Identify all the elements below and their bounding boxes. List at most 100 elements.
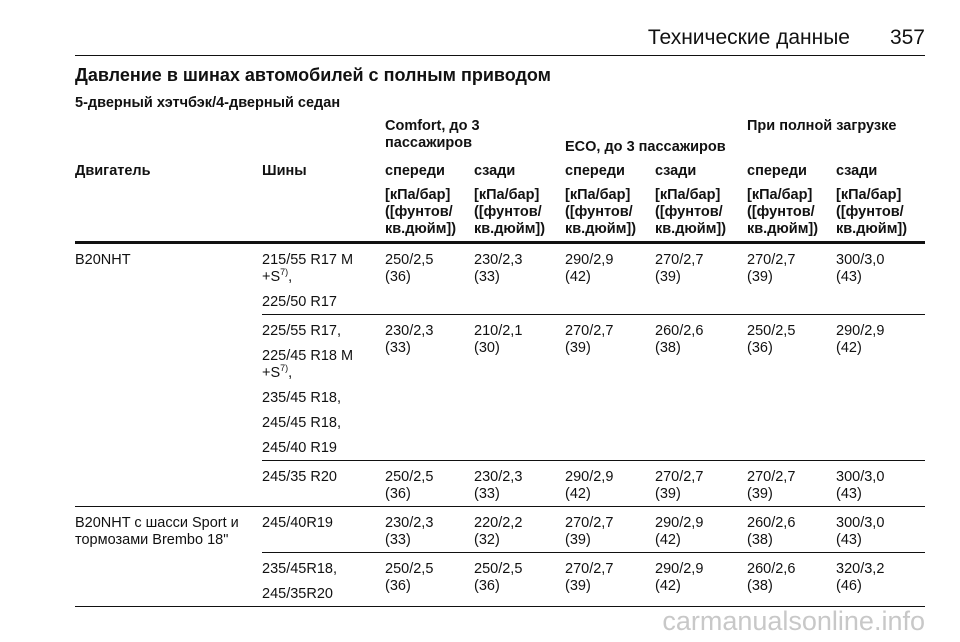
pressure-kpa-bar: 290/2,9 (565, 469, 614, 485)
pressure-cell: 250/2,5 (36) (747, 323, 836, 457)
pressure-kpa-bar: 230/2,3 (385, 323, 434, 339)
pressure-cell: 230/2,3 (33) (385, 515, 474, 549)
spacer (262, 187, 385, 238)
title: Давление в шинах автомобилей с полным пр… (75, 65, 551, 85)
pressure-cell: 290/2,9 (42) (565, 252, 655, 311)
subtitle: 5-дверный хэтчбэк/4-дверный седан (75, 95, 341, 111)
pressure-cell: 270/2,7 (39) (747, 252, 836, 311)
pressure-psi: (36) (385, 486, 411, 502)
pressure-psi: (46) (836, 578, 862, 594)
column-header: спереди (747, 163, 807, 179)
group-header: Comfort, до 3 пассажиров (385, 118, 480, 151)
table-row: B20NHT с шасси Sport и тормозами Brembo … (75, 507, 925, 553)
group-header: При полной загрузке (747, 118, 897, 134)
unit-cell: [кПа/бар] ([фунтов/кв.дюйм]) (565, 187, 655, 238)
pressure-kpa-bar: 270/2,7 (565, 323, 614, 339)
row-rule (262, 460, 925, 461)
pressure-kpa-bar: 250/2,5 (385, 469, 434, 485)
pressure-kpa-bar: 250/2,5 (747, 323, 796, 339)
unit-row: [кПа/бар] ([фунтов/кв.дюйм]) [кПа/бар] ([фу… (75, 187, 925, 244)
pressure-cell: 290/2,9 (42) (836, 323, 925, 457)
unit-line: кв.дюйм]) (655, 221, 727, 237)
pressure-cell: 270/2,7 (39) (565, 515, 655, 549)
pressure-kpa-bar: 300/3,0 (836, 515, 885, 531)
table-row: B20NHT 215/55 R17 M +S7), 225/50 R17 250/2,… (75, 244, 925, 315)
header-rule (75, 55, 925, 56)
pressure-cell: 230/2,3 (33) (385, 323, 474, 457)
pressure-psi: (42) (565, 486, 591, 502)
pressure-kpa-bar: 250/2,5 (385, 561, 434, 577)
pressure-psi: (39) (747, 269, 773, 285)
footnote-ref: 7) (280, 363, 289, 374)
unit-line: кв.дюйм]) (747, 221, 819, 237)
pressure-kpa-bar: 290/2,9 (836, 323, 885, 339)
pressure-kpa-bar: 270/2,7 (655, 252, 704, 268)
tire-suffix: , (288, 269, 293, 285)
unit-line: [кПа/бар] (565, 187, 631, 203)
tire: 225/55 R17, (262, 323, 342, 339)
pressure-cell: 260/2,6 (38) (747, 561, 836, 603)
pressure-psi: (33) (385, 532, 411, 548)
pressure-kpa-bar: 230/2,3 (474, 252, 523, 268)
tire: 215/55 R17 M +S7), (262, 252, 385, 286)
unit-cell: [кПа/бар] ([фунтов/кв.дюйм]) (474, 187, 565, 238)
pressure-psi: (32) (474, 532, 500, 548)
pressure-psi: (43) (836, 269, 862, 285)
tire-cell: 215/55 R17 M +S7), 225/50 R17 (262, 252, 385, 311)
header-section: Технические данные (647, 26, 850, 49)
pressure-psi: (39) (747, 486, 773, 502)
watermark: carmanualsonline.info (662, 606, 925, 636)
pressure-kpa-bar: 230/2,3 (474, 469, 523, 485)
unit-cell: [кПа/бар] ([фунтов/кв.дюйм]) (655, 187, 747, 238)
unit-line: кв.дюйм]) (385, 221, 457, 237)
pressure-psi: (43) (836, 486, 862, 502)
pressure-kpa-bar: 270/2,7 (747, 469, 796, 485)
table-row: 245/35 R20 250/2,5 (36) 230/2,3 (33) 290/2,9(… (75, 461, 925, 507)
pressure-cell: 270/2,7 (39) (655, 469, 747, 503)
column-header-row: Двигатель Шины спереди сзади спереди сзади спе… (75, 163, 925, 180)
pressure-psi: (39) (565, 532, 591, 548)
engine-cell: B20NHT (75, 252, 262, 311)
pressure-kpa-bar: 270/2,7 (747, 252, 796, 268)
tire: 245/40R19 (262, 515, 333, 531)
pressure-psi: (42) (836, 340, 862, 356)
spacer (75, 187, 262, 238)
pressure-cell: 300/3,0 (43) (836, 515, 925, 549)
unit-line: [кПа/бар] (385, 187, 451, 203)
table-body: B20NHT 215/55 R17 M +S7), 225/50 R17 250/2,… (75, 244, 925, 607)
pressure-kpa-bar: 290/2,9 (565, 252, 614, 268)
pressure-psi: (36) (385, 578, 411, 594)
pressure-kpa-bar: 270/2,7 (655, 469, 704, 485)
pressure-cell: 290/2,9 (42) (655, 515, 747, 549)
pressure-cell: 300/3,0 (43) (836, 252, 925, 311)
unit-cell: [кПа/бар] ([фунтов/кв.дюйм]) (836, 187, 925, 238)
pressure-psi: (33) (474, 269, 500, 285)
column-header: сзади (836, 163, 878, 179)
pressure-cell: 230/2,3 (33) (474, 252, 565, 311)
pressure-kpa-bar: 220/2,2 (474, 515, 523, 531)
pressure-kpa-bar: 290/2,9 (655, 561, 704, 577)
engine-cell: B20NHT с шасси Sport и тормозами Brembo … (75, 515, 262, 549)
pressure-psi: (36) (474, 578, 500, 594)
unit-line: кв.дюйм]) (565, 221, 637, 237)
row-rule (262, 552, 925, 553)
tire-text: 225/45 R18 M +S (262, 348, 354, 381)
tire-suffix: , (288, 365, 293, 381)
table-row: 225/55 R17, 225/45 R18 M +S7), 235/45 R18,… (75, 315, 925, 461)
pressure-cell: 250/2,5 (36) (385, 469, 474, 503)
row-rule (75, 606, 925, 607)
tire-cell: 225/55 R17, 225/45 R18 M +S7), 235/45 R18,… (262, 323, 385, 457)
column-header: сзади (655, 163, 697, 179)
pressure-cell: 210/2,1 (30) (474, 323, 565, 457)
engine-cell (75, 469, 262, 503)
pressure-cell: 290/2,9 (42) (565, 469, 655, 503)
pressure-kpa-bar: 250/2,5 (474, 561, 523, 577)
pressure-kpa-bar: 270/2,7 (565, 515, 614, 531)
engine-cell (75, 323, 262, 457)
engine: B20NHT с шасси Sport и тормозами Brembo … (75, 515, 239, 548)
unit-line: кв.дюйм]) (474, 221, 546, 237)
column-header: спереди (385, 163, 445, 179)
column-header: Двигатель (75, 163, 151, 179)
table: Comfort, до 3 пассажиров ECO, до 3 пасса… (75, 118, 925, 607)
